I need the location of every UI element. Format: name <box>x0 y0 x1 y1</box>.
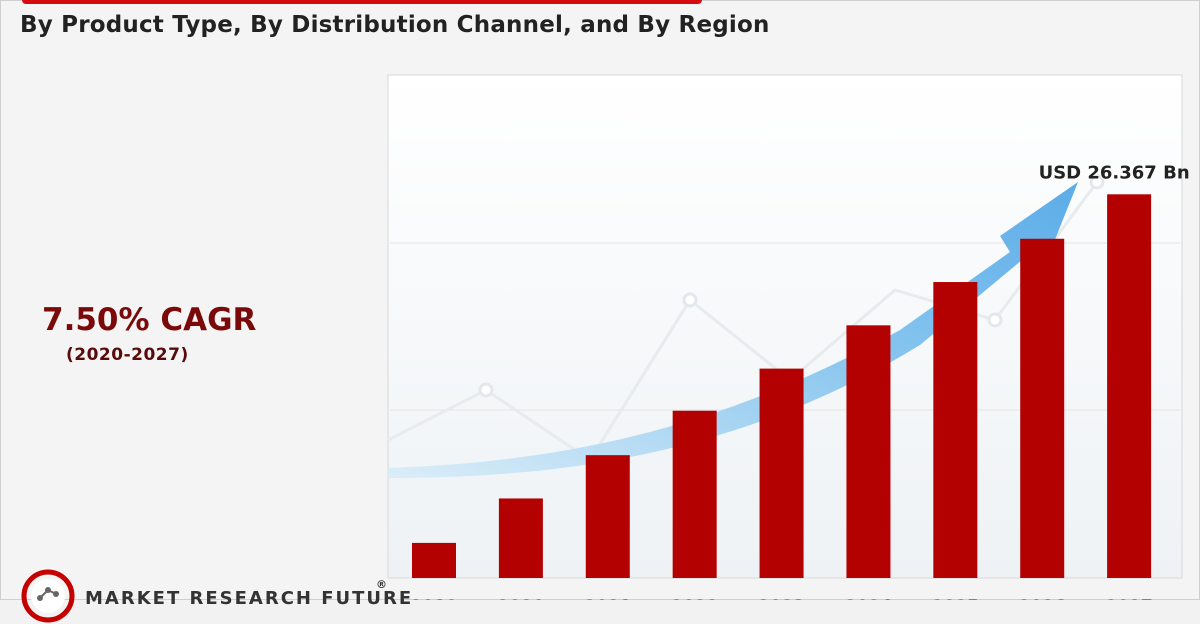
brand-registered-mark: ® <box>376 578 387 591</box>
x-axis-ticks: 2019 2020 2021 2022 2023 2024 2025 2026 2027 <box>410 597 1152 600</box>
bar-2019 <box>412 542 456 578</box>
decor-point <box>478 382 494 398</box>
x-tick-label: 2020 <box>497 597 544 600</box>
bar-2026 <box>1020 238 1065 578</box>
data-label-2027: USD 26.367 Bn <box>1039 162 1190 183</box>
bar-series <box>412 194 1152 578</box>
decor-point <box>1089 174 1105 190</box>
decor-trend-line <box>387 181 1099 463</box>
data-labels: USD 26.367 Bn <box>1039 162 1190 183</box>
chart-subtitle: By Product Type, By Distribution Channel… <box>20 12 770 38</box>
header-accent-strip <box>22 0 702 4</box>
brand-logo-icon <box>21 569 75 623</box>
x-tick-label: 2024 <box>845 597 892 600</box>
x-tick-label: 2022 <box>671 597 718 600</box>
x-tick-label: 2019 <box>410 597 457 600</box>
background-decoration <box>387 174 1105 478</box>
bar-2023 <box>759 368 804 578</box>
brand-name: MARKET RESEARCH FUTURE <box>85 588 414 609</box>
bar-2025 <box>933 282 978 578</box>
growth-arrow <box>388 182 1078 478</box>
x-tick-label: 2026 <box>1019 597 1066 600</box>
decor-point <box>987 312 1003 328</box>
x-tick-label: 2023 <box>758 597 805 600</box>
bar-2021 <box>585 455 630 578</box>
bar-chart: USD 26.367 Bn 20192020202120222023202420… <box>387 74 1190 600</box>
bar-2020 <box>498 498 543 578</box>
cagr-period: (2020-2027) <box>66 345 189 365</box>
bar-2027 <box>1107 194 1152 578</box>
bar-2022 <box>672 410 717 578</box>
x-tick-label: 2021 <box>584 597 631 600</box>
x-tick-label: 2027 <box>1105 597 1152 600</box>
x-tick-label: 2025 <box>932 597 979 600</box>
cagr-value: 7.50% CAGR <box>42 302 257 338</box>
bar-2024 <box>846 325 891 578</box>
decor-point <box>682 292 698 308</box>
